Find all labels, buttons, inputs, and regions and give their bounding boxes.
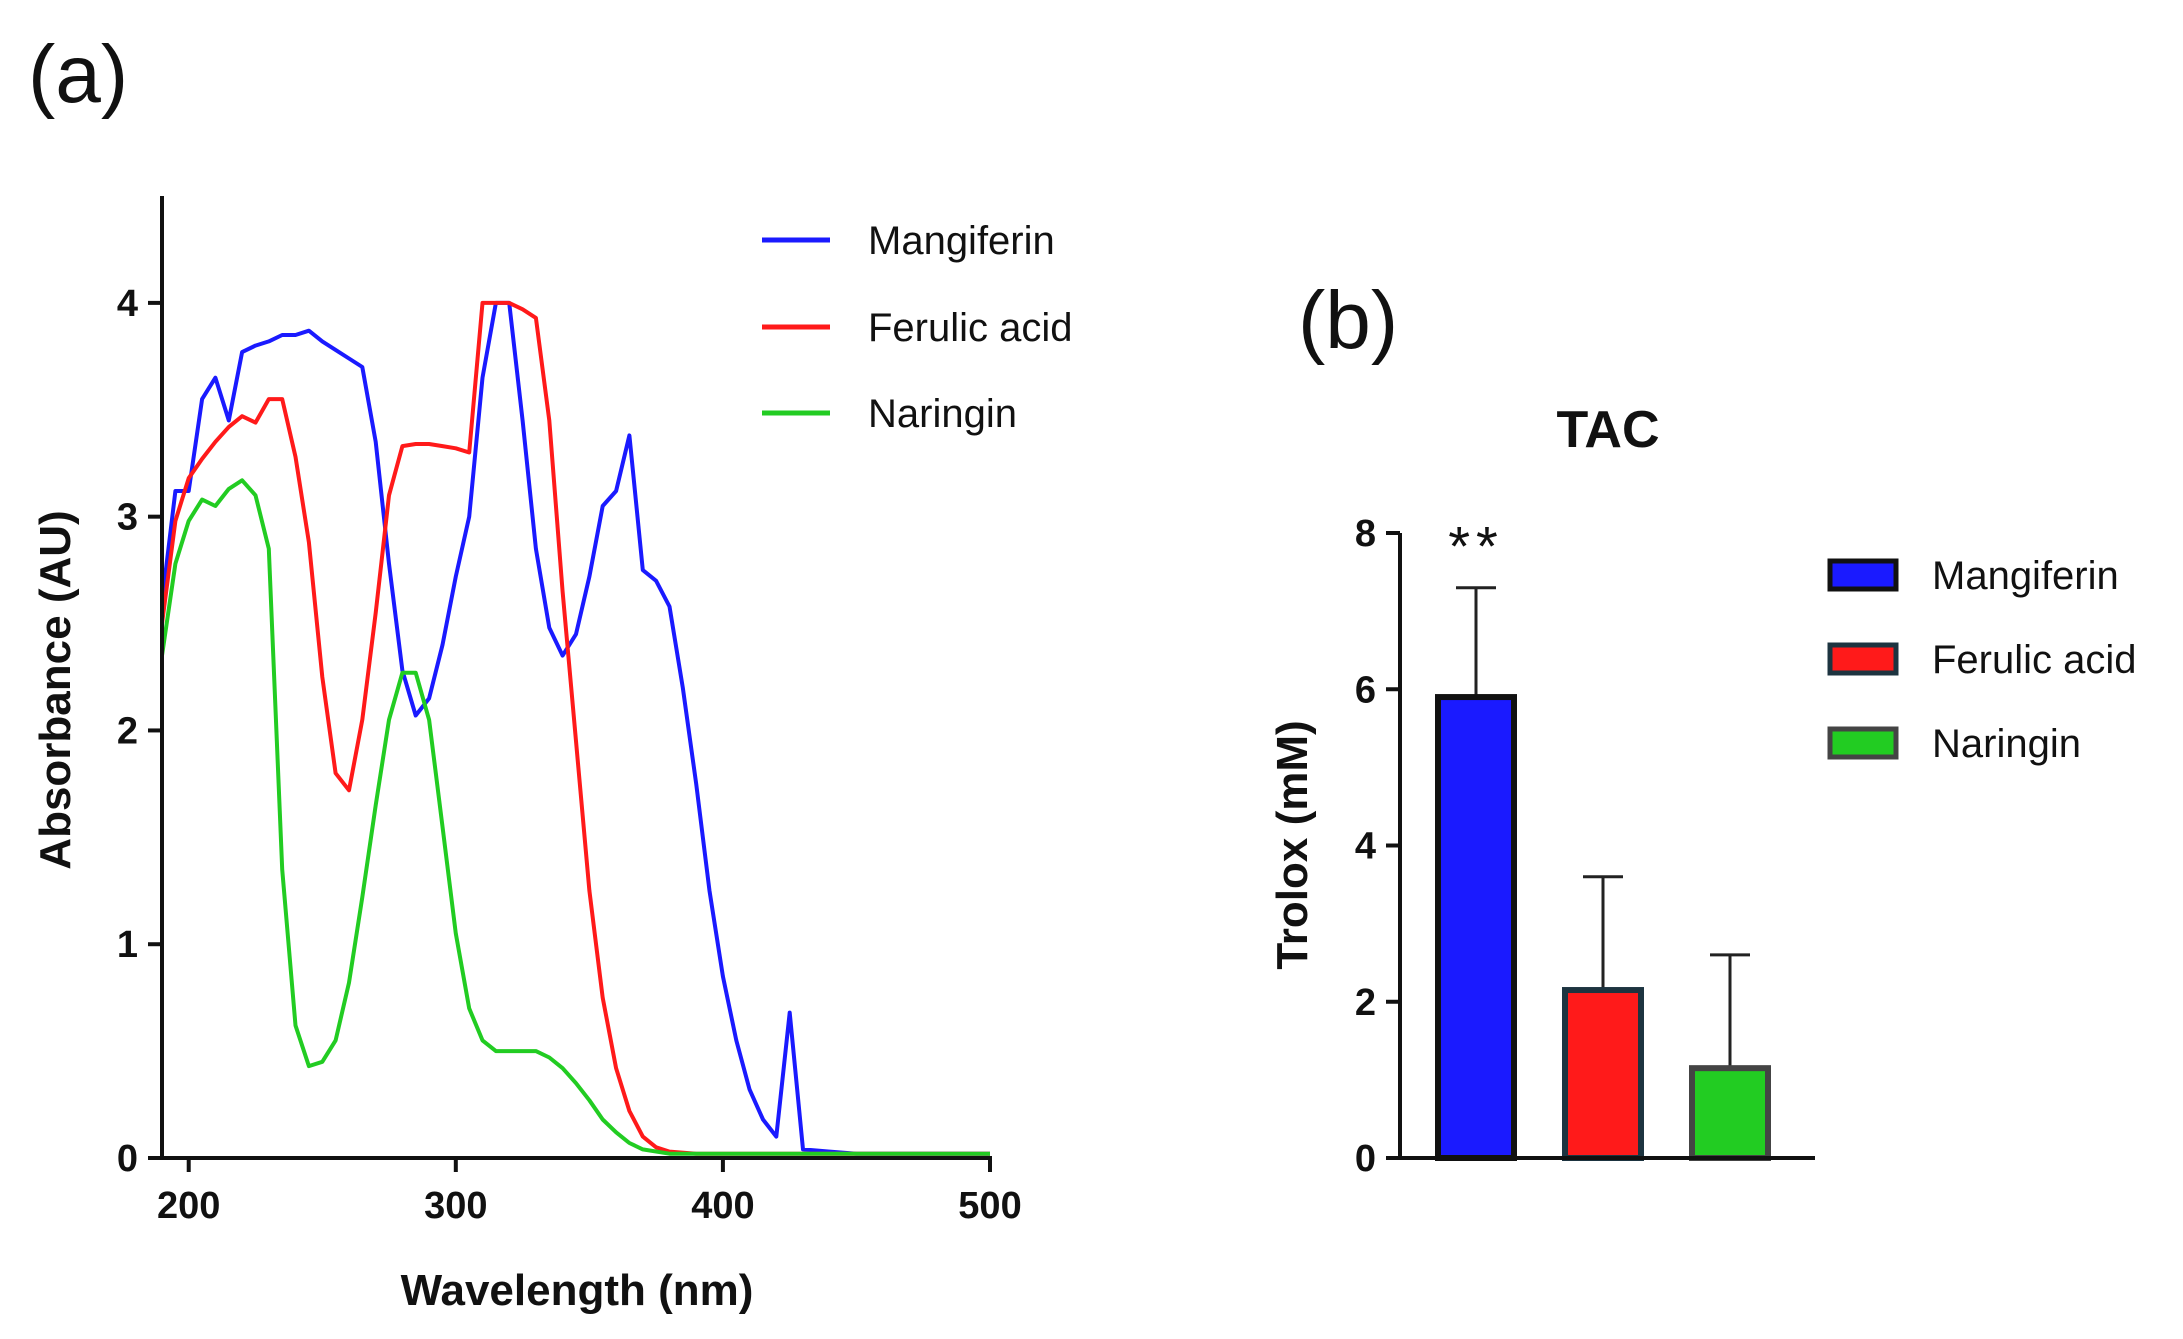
panel-a-x-label: Wavelength (nm)	[401, 1266, 754, 1315]
legend-b-label-naringin: Naringin	[1932, 722, 2081, 766]
a-xtick-label: 200	[157, 1185, 220, 1227]
b-ytick-label: 2	[1355, 982, 1376, 1024]
panel-b-y-label: Trolox (mM)	[1268, 720, 1317, 969]
legend-a-label-ferulic-acid: Ferulic acid	[868, 306, 1073, 350]
b-ytick-label: 6	[1355, 669, 1376, 711]
legend-b-swatch-naringin	[1827, 726, 1899, 760]
a-ytick-label: 4	[117, 283, 138, 325]
panel-a-x-ticks: 200 300 400 500	[157, 1158, 1022, 1227]
a-xtick-label: 300	[424, 1185, 487, 1227]
panel-b-y-ticks: 0 2 4 6 8	[1355, 513, 1400, 1180]
legend-b-label-mangiferin: Mangiferin	[1932, 554, 2119, 598]
a-ytick-label: 2	[117, 710, 138, 752]
bar-mangiferin	[1435, 694, 1517, 1161]
panel-b-label: (b)	[1298, 275, 1398, 366]
panel-b-title: TAC	[1556, 401, 1659, 459]
legend-a-label-mangiferin: Mangiferin	[868, 219, 1055, 263]
significance-annotation: **	[1448, 515, 1504, 578]
panel-a: (a) 0 1 2 3 4 200 300 400 500 Wavelength (nm) A…	[28, 29, 1073, 1315]
legend-b-label-ferulic-acid: Ferulic acid	[1932, 638, 2137, 682]
a-ytick-label: 0	[117, 1138, 138, 1180]
legend-b-swatch-ferulic-acid	[1827, 642, 1899, 676]
legend-b-swatch-mangiferin	[1827, 558, 1899, 592]
panel-a-label: (a)	[28, 29, 128, 120]
legend-a-label-naringin: Naringin	[868, 392, 1017, 436]
a-xtick-label: 500	[958, 1185, 1021, 1227]
panel-b: (b) TAC ** 0 2 4 6 8 Trolox (mM) Mangiferin …	[1268, 275, 2137, 1180]
b-ytick-label: 8	[1355, 513, 1376, 555]
panel-a-legend: Mangiferin Ferulic acid Naringin	[762, 219, 1073, 436]
bar-ferulic-acid	[1562, 987, 1644, 1161]
panel-a-y-label: Absorbance (AU)	[31, 510, 80, 869]
a-ytick-label: 1	[117, 924, 138, 966]
series-line-mangiferin	[160, 300, 990, 1156]
b-ytick-label: 4	[1355, 826, 1376, 868]
panel-a-y-ticks: 0 1 2 3 4	[117, 283, 162, 1180]
series-line-naringin	[160, 478, 990, 1156]
panel-b-bars: **	[1435, 515, 1771, 1161]
series-line-ferulic-acid	[160, 300, 990, 1156]
panel-a-series	[160, 300, 990, 1156]
bar-naringin	[1689, 1065, 1771, 1161]
a-ytick-label: 3	[117, 497, 138, 539]
b-ytick-label: 0	[1355, 1138, 1376, 1180]
a-xtick-label: 400	[691, 1185, 754, 1227]
panel-b-legend: Mangiferin Ferulic acid Naringin	[1827, 554, 2137, 766]
